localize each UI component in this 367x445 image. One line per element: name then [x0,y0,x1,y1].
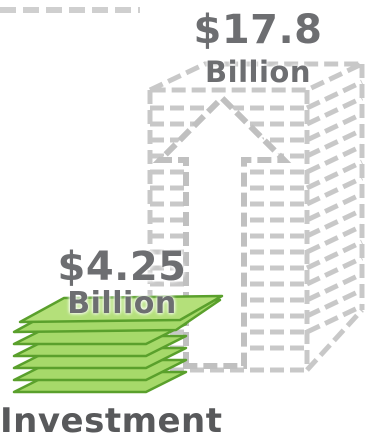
dashed-money-stack-icon [147,61,365,373]
large-unit-label: Billion [205,55,311,89]
small-amount-label: $4.25 [57,244,187,290]
caption-label: Investment [0,401,223,441]
money-stack-icon [12,294,224,394]
small-unit-label: Billion [67,286,177,321]
large-amount-label: $17.8 [193,7,323,53]
